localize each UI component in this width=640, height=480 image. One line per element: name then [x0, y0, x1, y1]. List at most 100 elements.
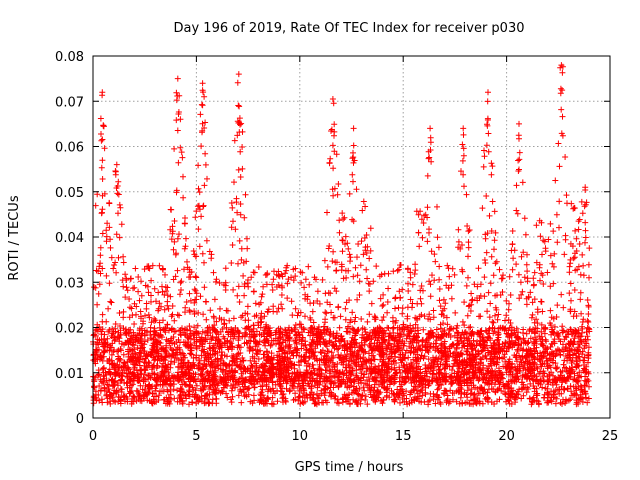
data-point [118, 347, 124, 354]
data-point [103, 233, 110, 240]
data-point [516, 156, 523, 163]
data-point [332, 373, 338, 380]
data-point [311, 353, 318, 359]
data-point [257, 299, 264, 306]
data-point [235, 260, 241, 267]
data-point [382, 330, 389, 337]
data-point [519, 288, 526, 295]
data-point [362, 203, 369, 210]
data-point [189, 399, 196, 406]
data-point [235, 283, 242, 290]
data-point [167, 293, 174, 300]
data-point [540, 281, 547, 287]
data-point [585, 395, 592, 402]
data-point [289, 312, 296, 319]
data-point [187, 297, 194, 304]
data-point [530, 383, 537, 389]
data-point [124, 287, 131, 294]
data-point [133, 311, 139, 318]
data-point [547, 283, 554, 290]
data-point [403, 368, 410, 375]
data-point [448, 282, 455, 289]
data-point [413, 208, 420, 215]
data-point [524, 251, 530, 258]
data-point [261, 313, 268, 320]
data-point [360, 251, 367, 258]
data-point [523, 261, 530, 268]
data-point [99, 311, 106, 318]
data-point [308, 348, 315, 355]
data-point [532, 325, 539, 332]
data-point [540, 394, 547, 401]
data-point [408, 360, 414, 367]
data-point [228, 399, 235, 406]
data-point [568, 360, 575, 366]
data-point [210, 269, 217, 276]
data-point [507, 292, 514, 298]
data-point [442, 300, 449, 307]
data-point [564, 386, 571, 392]
data-point [94, 191, 101, 198]
data-point [541, 238, 548, 245]
data-point [411, 271, 418, 277]
data-point [489, 324, 496, 331]
data-point [584, 399, 591, 406]
data-point [346, 251, 353, 258]
data-point [490, 272, 497, 279]
data-point [422, 211, 429, 218]
data-point [558, 291, 565, 298]
data-point [99, 265, 106, 272]
data-point [394, 267, 401, 274]
data-point [405, 288, 412, 294]
data-point [323, 343, 330, 350]
data-point [353, 186, 360, 193]
data-point [527, 289, 534, 296]
data-point [560, 304, 567, 311]
data-point [586, 274, 592, 281]
data-point [533, 397, 540, 404]
data-point [424, 204, 431, 211]
data-point [334, 361, 341, 367]
data-point [550, 228, 557, 235]
data-point [488, 171, 495, 178]
data-point [464, 223, 471, 229]
data-point [286, 341, 293, 348]
data-point [437, 325, 444, 332]
data-point [464, 387, 471, 394]
data-point [298, 279, 305, 286]
data-point [440, 296, 447, 303]
data-point [577, 296, 584, 303]
data-point [415, 330, 422, 337]
data-point [570, 255, 577, 262]
data-point [336, 377, 343, 384]
data-point [180, 173, 186, 180]
data-point [269, 401, 276, 408]
data-point [465, 274, 471, 281]
data-point [352, 314, 359, 321]
data-point [211, 314, 217, 321]
data-point [302, 313, 308, 320]
data-point [99, 357, 106, 364]
data-point [509, 360, 516, 367]
data-point [334, 396, 341, 403]
data-point [148, 319, 155, 326]
data-point [539, 251, 545, 258]
data-point [416, 243, 423, 250]
data-point [177, 116, 184, 123]
data-point [321, 339, 327, 346]
data-point [244, 245, 251, 252]
data-point [229, 393, 236, 400]
data-point [464, 394, 471, 401]
data-point [205, 327, 212, 334]
data-point [148, 292, 154, 299]
data-point [143, 305, 150, 312]
data-point [554, 302, 561, 309]
data-point [521, 274, 528, 281]
data-point [379, 317, 386, 324]
data-point [103, 272, 110, 279]
data-point [358, 396, 365, 403]
data-point [514, 210, 521, 217]
data-point [576, 344, 583, 351]
data-point [559, 113, 566, 120]
data-point [512, 396, 519, 403]
